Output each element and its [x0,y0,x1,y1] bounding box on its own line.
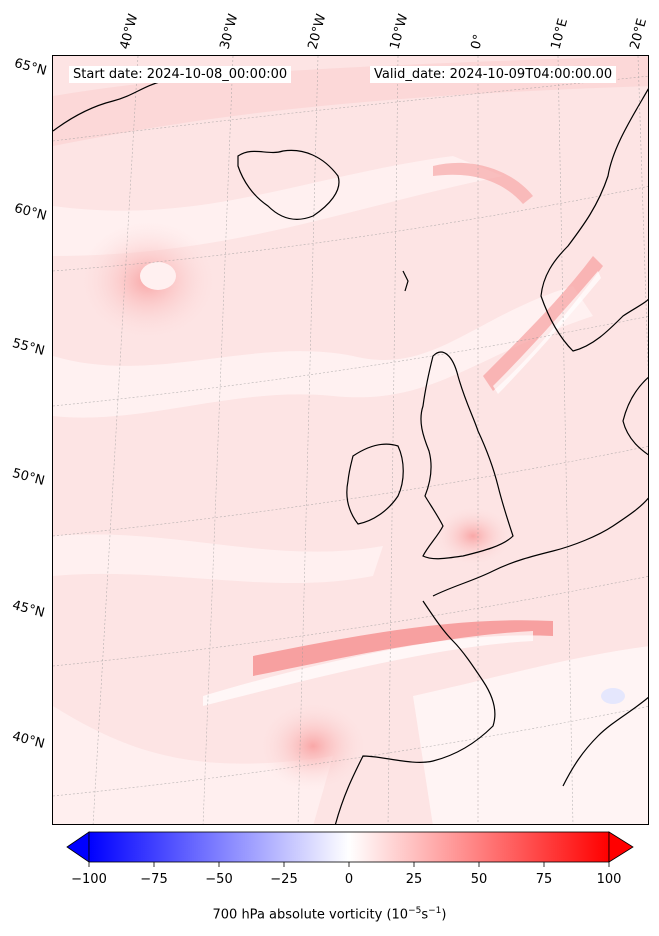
lon-label-20w: 20°W [305,12,330,51]
lon-label-10e: 10°E [548,16,572,51]
lat-label-45n: 45°N [10,598,47,621]
lon-label-30w: 30°W [217,12,242,51]
lat-label-65n: 65°N [12,56,49,79]
lat-label-55n: 55°N [10,336,47,359]
colorbar-label-exp1: −5 [408,906,422,916]
colorbar-tick-label: −75 [140,872,168,887]
colorbar-tick-label: 50 [470,872,488,887]
vorticity-map [52,55,649,825]
lon-label-40w: 40°W [117,12,142,51]
lat-label-60n: 60°N [12,201,49,224]
colorbar-label: 700 hPa absolute vorticity (10−5s−1) [0,906,659,922]
valid-date-label: Valid_date: 2024-10-09T04:00:00.00 [370,66,617,83]
colorbar-tick-label: −50 [205,872,233,887]
colorbar-label-exp2: −1 [428,906,442,916]
start-date-label: Start date: 2024-10-08_00:00:00 [69,66,292,83]
lon-label-20e: 20°E [627,16,651,51]
colorbar [66,831,634,867]
colorbar-tick-label: 0 [344,872,354,887]
colorbar-tick-label: 75 [535,872,553,887]
lat-label-40n: 40°N [10,729,47,752]
map-canvas [53,56,648,824]
colorbar-label-end: ) [441,907,447,923]
lat-label-50n: 50°N [10,466,47,489]
colorbar-bar [88,831,610,863]
lon-label-0: 0° [468,32,487,51]
colorbar-ticks [88,862,610,867]
colorbar-tick-label: 100 [596,872,622,887]
colorbar-tick-label: 25 [405,872,423,887]
colorbar-tick-label: −100 [71,872,107,887]
colorbar-label-main: 700 hPa absolute vorticity (10 [212,907,409,923]
colorbar-max-extend [608,831,634,863]
colorbar-label-mid: s [421,907,429,923]
lon-label-10w: 10°W [387,12,412,51]
colorbar-tick-label: −25 [270,872,298,887]
colorbar-min-extend [66,831,90,863]
